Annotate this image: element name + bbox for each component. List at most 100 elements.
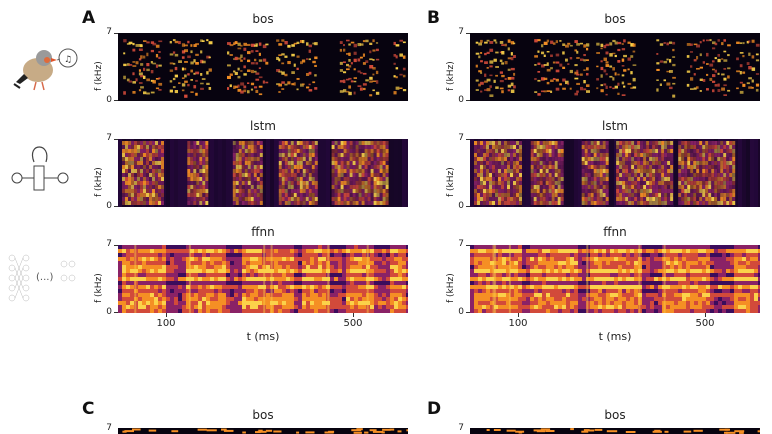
spectro-bin — [661, 173, 665, 177]
spectro-bin — [314, 253, 318, 257]
spectro-bin — [334, 245, 338, 249]
spectro-bin — [551, 197, 555, 201]
spectro-bin — [134, 301, 138, 305]
spectro-bin — [149, 177, 152, 181]
spectro-bin — [146, 197, 149, 201]
spectro-bin — [143, 153, 146, 157]
spectro-bin — [200, 82, 204, 85]
spectro-bin — [154, 285, 158, 289]
spectro-bin — [154, 253, 158, 257]
spectro-bin — [338, 277, 342, 281]
spectro-bin — [490, 285, 494, 289]
spectro-bin — [274, 289, 278, 293]
spectro-bin — [190, 257, 194, 261]
spectro-bin — [166, 305, 170, 309]
spectro-bin — [495, 201, 498, 205]
spectro-bin — [699, 169, 703, 173]
spectro-bin — [126, 293, 130, 297]
spectro-bin — [227, 75, 231, 79]
spectro-column — [698, 139, 702, 207]
spectro-bin — [539, 145, 543, 149]
spectro-onset-streak — [188, 245, 191, 313]
spectro-bin — [708, 189, 712, 193]
spectro-bin — [235, 165, 239, 169]
spectro-bin — [346, 197, 350, 201]
spectro-bin — [516, 181, 519, 185]
spectro-bin — [199, 141, 203, 145]
spectro-bin — [358, 269, 362, 273]
spectro-bin — [667, 181, 671, 185]
spectro-bin — [330, 305, 334, 309]
spectro-bin — [143, 197, 146, 201]
spectro-bin — [354, 253, 358, 257]
spectro-bin — [729, 185, 733, 189]
spectro-bin — [155, 78, 160, 80]
spectro-bin — [242, 297, 246, 301]
spectro-bin — [732, 193, 736, 197]
spectro-bin — [299, 189, 303, 193]
ytick-top-lstm-a: 7 — [106, 133, 112, 143]
spectro-bin — [339, 48, 342, 52]
spectro-bin — [370, 253, 374, 257]
spectro-bin — [294, 261, 298, 265]
spectro-bin — [606, 285, 610, 289]
spectro-bin — [367, 157, 371, 161]
spectro-bin — [230, 257, 234, 261]
spectro-bin — [232, 185, 236, 189]
spectro-bin — [278, 149, 282, 153]
spectro-bin — [474, 309, 478, 313]
spectro-bin — [390, 293, 394, 297]
spectro-bin — [330, 261, 334, 265]
spectro-bin — [475, 79, 479, 82]
spectro-bin — [308, 193, 312, 197]
spectro-bin — [655, 173, 659, 177]
spectro-bin — [726, 157, 730, 161]
spectro-bin — [711, 197, 715, 201]
spectro-bin — [518, 297, 522, 301]
spectro-bin — [270, 289, 274, 293]
spectro-column — [614, 139, 618, 207]
spectro-bin — [128, 193, 131, 197]
spectro-bin — [278, 189, 282, 193]
spectro-bin — [346, 253, 350, 257]
spectro-bin — [536, 169, 540, 173]
spectro-bin — [350, 301, 354, 305]
spectro-bin — [618, 285, 622, 289]
spectro-bin — [253, 161, 257, 165]
spectro-bin — [310, 257, 314, 261]
spectro-bin — [361, 145, 365, 149]
spectro-bin — [202, 265, 206, 269]
spectro-bin — [522, 273, 526, 277]
spectro-bin — [253, 153, 257, 157]
spectro-bin — [705, 181, 709, 185]
spectro-bin — [290, 197, 294, 201]
spectro-bin — [663, 42, 666, 44]
spectro-bin — [714, 197, 718, 201]
spectro-bin — [661, 197, 665, 201]
spectro-bin — [708, 141, 712, 145]
spectro-bin — [369, 76, 373, 80]
spectro-bin — [259, 189, 263, 193]
spectro-bin — [210, 245, 214, 249]
spectro-bin — [343, 169, 347, 173]
spectro-bin — [218, 253, 222, 257]
spectro-bin — [551, 185, 555, 189]
spectro-bin — [206, 277, 210, 281]
spectro-bin — [619, 149, 623, 153]
spectro-bin — [214, 253, 218, 257]
spectro-bin — [244, 165, 248, 169]
spectro-bin — [314, 293, 318, 297]
spectro-bin — [140, 86, 144, 89]
spectro-bin — [598, 253, 602, 257]
spectro-bin — [574, 297, 578, 301]
spectro-bin — [390, 285, 394, 289]
spectro-bin — [278, 269, 282, 273]
spectro-bin — [702, 149, 706, 153]
spectro-bin — [150, 269, 154, 273]
spectro-bin — [187, 165, 191, 169]
spectro-bin — [382, 157, 386, 161]
spectro-bin — [130, 305, 134, 309]
spectro-bin — [322, 285, 326, 289]
spectro-bin — [310, 309, 314, 313]
spectro-bin — [238, 309, 242, 313]
